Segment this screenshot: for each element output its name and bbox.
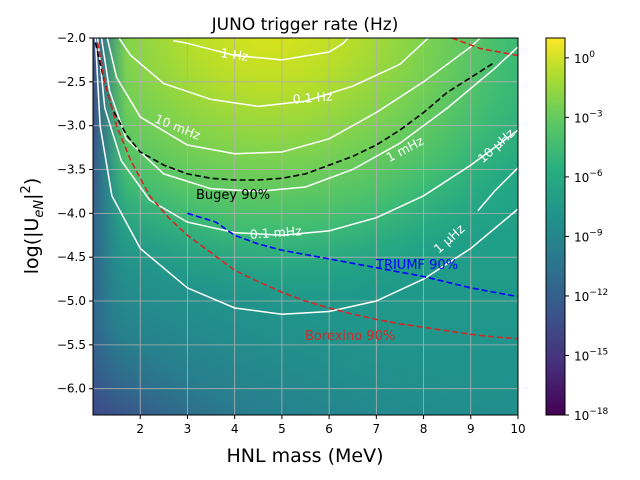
x-tick-label-5: 7	[373, 422, 381, 436]
colorbar-tick-base: 10	[574, 171, 589, 185]
colorbar-tick-base: 10	[574, 349, 589, 363]
colorbar-tick-label-3: 10−9	[574, 228, 603, 244]
limit-curve-3	[451, 38, 518, 57]
y-axis-label-sup: 2	[19, 185, 34, 193]
colorbar-tick-exponent: 0	[589, 50, 595, 60]
y-axis-ticks: −6.0 −5.5 −5.0 −4.5 −4.0 −3.5 −3.0 −2.5 −2.0	[57, 31, 93, 396]
contour-label-0p1mhz: 0.1 mHz	[249, 223, 302, 242]
colorbar-tick-exponent: −3	[589, 109, 602, 119]
y-axis-label-tail: |	[21, 193, 43, 199]
colorbar-tick-base: 10	[574, 230, 589, 244]
colorbar-tick-exponent: −9	[589, 228, 603, 238]
limit-curve-2	[187, 212, 518, 298]
y-tick-label-8: −2.0	[57, 31, 86, 45]
colorbar-tick-label-6: 10−18	[574, 407, 609, 423]
x-tick-label-8: 10	[510, 422, 525, 436]
x-axis-label: HNL mass (MeV)	[226, 445, 383, 467]
exclusion-limits	[94, 38, 518, 340]
x-axis-ticks: 2 3 4 5 6 7 8 9 10	[136, 415, 526, 436]
x-tick-label-4: 6	[325, 422, 333, 436]
y-tick-label-4: −4.0	[57, 206, 86, 220]
contour-lines	[94, 38, 518, 315]
colorbar-tick-exponent: −6	[589, 169, 603, 179]
y-axis-label-close: )	[21, 178, 43, 185]
y-tick-label-5: −3.5	[57, 163, 86, 177]
colorbar-tick-label-4: 10−12	[574, 288, 608, 304]
contour-line-2	[106, 38, 481, 155]
x-tick-label-1: 3	[184, 422, 192, 436]
contour-line-0	[173, 38, 349, 61]
x-tick-label-7: 9	[467, 422, 475, 436]
chart-title: JUNO trigger rate (Hz)	[211, 15, 399, 35]
colorbar-tick-exponent: −12	[589, 288, 608, 298]
annotation-borexino: Borexino 90%	[305, 329, 395, 344]
y-axis-label-sub: eN	[32, 200, 47, 218]
colorbar-tick-base: 10	[574, 52, 589, 66]
x-tick-label-3: 5	[278, 422, 286, 436]
contour-line-6	[477, 167, 518, 212]
colorbar-tick-label-1: 10−3	[574, 109, 603, 125]
y-tick-label-2: −5.0	[57, 294, 86, 308]
colorbar-tick-label-5: 10−15	[574, 347, 608, 363]
y-axis-label-main: log(|U	[21, 218, 43, 275]
y-tick-label-7: −2.5	[57, 75, 86, 89]
x-tick-label-2: 4	[231, 422, 239, 436]
colorbar-tick-exponent: −18	[589, 407, 608, 417]
plot-frame	[92, 37, 519, 416]
colorbar-tick-base: 10	[574, 111, 589, 125]
colorbar-tick-label-2: 10−6	[574, 169, 603, 185]
y-tick-label-3: −4.5	[57, 250, 86, 264]
annotation-triumf: TRIUMF 90%	[375, 258, 458, 273]
contour-line-1	[118, 38, 429, 108]
y-tick-label-0: −6.0	[57, 382, 86, 396]
colorbar-tick-exponent: −15	[589, 347, 608, 357]
contour-label-0p1hz: 0.1 Hz	[292, 88, 333, 106]
annotation-bugey: Bugey 90%	[196, 188, 270, 203]
y-tick-label-1: −5.5	[57, 338, 86, 352]
y-tick-label-6: −3.0	[57, 119, 86, 133]
colorbar-gradient	[545, 37, 566, 416]
x-tick-label-0: 2	[136, 422, 144, 436]
contour-line-4	[96, 38, 518, 237]
limit-curve-1	[96, 42, 518, 340]
contour-label-1hz: 1 Hz	[220, 45, 250, 64]
contour-line-5	[94, 38, 518, 315]
colorbar-tick-base: 10	[574, 290, 589, 304]
limit-curve-0	[94, 42, 495, 181]
grid	[93, 38, 518, 415]
colorbar-tick-base: 10	[574, 409, 589, 423]
x-tick-label-6: 8	[420, 422, 428, 436]
limit-annotations: Bugey 90% Borexino 90% TRIUMF 90%	[196, 188, 458, 344]
colorbar-tick-label-0: 100	[574, 50, 595, 66]
y-axis-label: log(|UeN|2)	[19, 178, 47, 275]
